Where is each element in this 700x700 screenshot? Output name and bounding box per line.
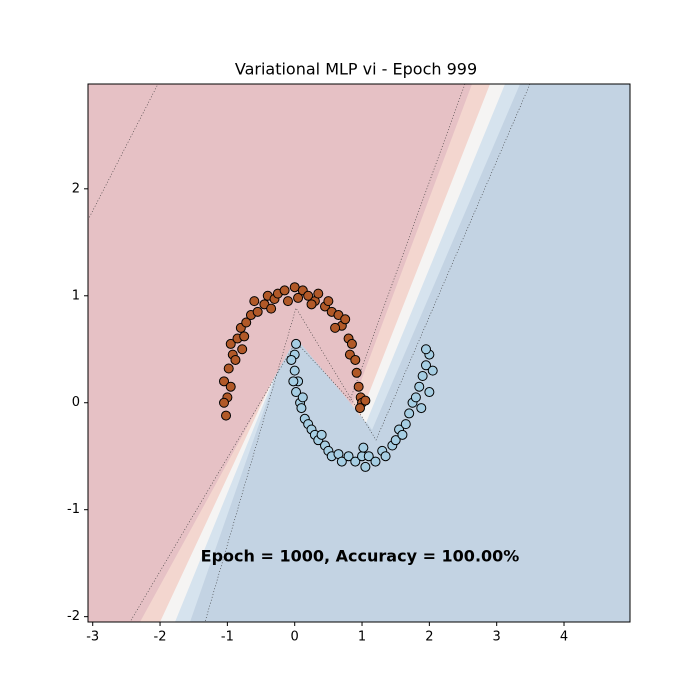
point	[397, 429, 408, 440]
point	[313, 288, 324, 299]
point	[241, 317, 252, 328]
y-tick-label: 1	[72, 288, 80, 303]
point	[316, 429, 327, 440]
point	[346, 338, 357, 349]
x-tick-label: -2	[154, 630, 167, 645]
y-tick-label: -1	[67, 502, 80, 517]
point	[363, 451, 374, 462]
point	[380, 451, 391, 462]
point	[427, 365, 438, 376]
x-tick-label: 4	[560, 630, 568, 645]
point	[390, 435, 401, 446]
y-tick-label: 2	[72, 181, 80, 196]
y-tick-label: 0	[72, 395, 80, 410]
point	[225, 338, 236, 349]
point	[249, 296, 260, 307]
point	[350, 456, 361, 467]
point	[289, 365, 300, 376]
point	[288, 376, 299, 387]
point	[420, 344, 431, 355]
point	[306, 299, 317, 310]
point	[279, 285, 290, 296]
point	[266, 303, 277, 314]
point	[239, 331, 250, 342]
point	[296, 403, 307, 414]
x-tick-label: 3	[493, 630, 501, 645]
annotation: Epoch = 1000, Accuracy = 100.00%	[201, 547, 520, 566]
point	[291, 338, 302, 349]
decision-regions	[88, 84, 630, 622]
point	[360, 395, 371, 406]
point	[358, 442, 369, 453]
point	[291, 387, 302, 398]
point	[340, 314, 351, 325]
point	[237, 344, 248, 355]
x-tick-label: -3	[86, 630, 99, 645]
point	[424, 387, 435, 398]
point	[416, 403, 427, 414]
point	[282, 296, 293, 307]
point	[303, 290, 314, 301]
point	[230, 354, 241, 365]
point	[417, 370, 428, 381]
point	[252, 306, 263, 317]
point	[343, 451, 354, 462]
x-tick-label: 0	[291, 630, 299, 645]
point	[360, 461, 371, 472]
point	[400, 419, 411, 430]
point	[404, 408, 415, 419]
point	[221, 410, 232, 421]
point	[414, 381, 425, 392]
point	[350, 354, 361, 365]
point	[219, 397, 230, 408]
chart-title: Variational MLP vi - Epoch 999	[235, 60, 477, 79]
point	[293, 292, 304, 303]
x-tick-label: 2	[425, 630, 433, 645]
point	[223, 363, 234, 374]
point	[420, 360, 431, 371]
y-tick-label: -2	[67, 609, 80, 624]
point	[330, 322, 341, 333]
point	[297, 392, 308, 403]
point	[410, 392, 421, 403]
point	[351, 367, 362, 378]
point	[355, 403, 366, 414]
point	[353, 381, 364, 392]
point	[336, 456, 347, 467]
plot-frame	[87, 83, 631, 623]
point	[370, 456, 381, 467]
point	[219, 376, 230, 387]
point	[225, 381, 236, 392]
x-tick-label: -1	[221, 630, 234, 645]
point	[286, 354, 297, 365]
point	[323, 296, 334, 307]
x-tick-label: 1	[358, 630, 366, 645]
